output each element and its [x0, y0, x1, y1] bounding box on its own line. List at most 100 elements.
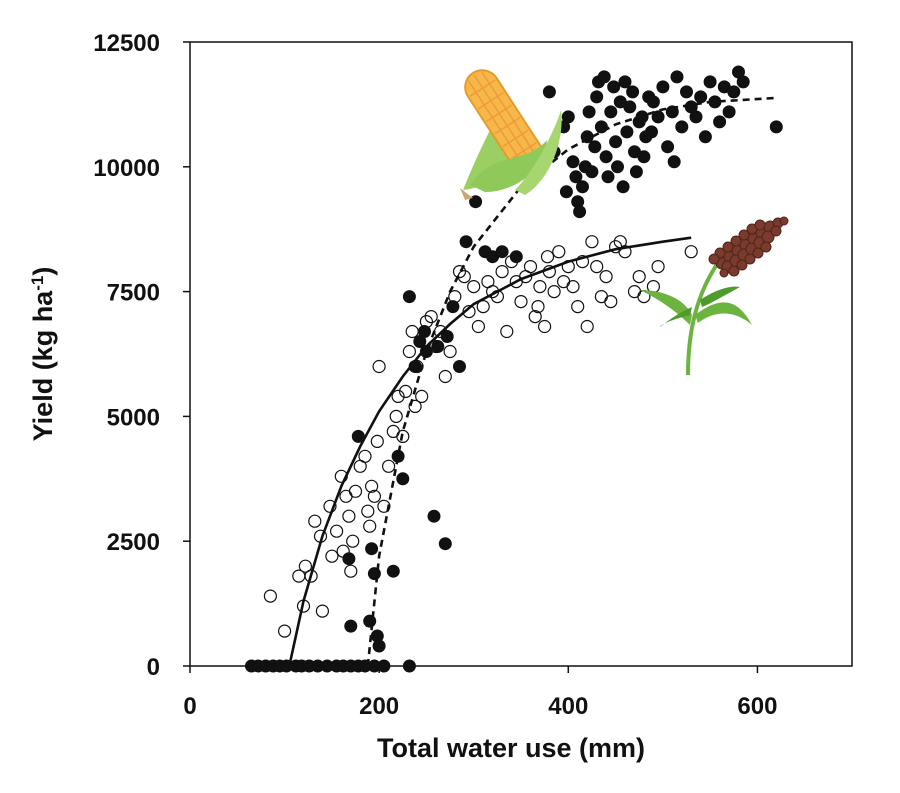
- sorghum-data-point: [389, 409, 403, 423]
- corn-data-point: [727, 85, 741, 99]
- sorghum-data-point: [304, 569, 318, 583]
- corn-data-point: [623, 100, 637, 114]
- sorghum-data-point: [651, 260, 665, 274]
- corn-data-point: [402, 290, 416, 304]
- corn-data-point: [694, 90, 708, 104]
- y-tick-label: 7500: [107, 280, 160, 307]
- x-tick-label: 0: [183, 693, 196, 720]
- corn-data-point: [736, 75, 750, 89]
- sorghum-data-point: [537, 319, 552, 334]
- sorghum-data-point: [540, 250, 555, 264]
- corn-data-point: [661, 140, 675, 154]
- sorghum-data-point: [467, 280, 481, 294]
- sorghum-data-point: [344, 564, 358, 578]
- corn-data-point: [637, 150, 651, 164]
- corn-data-point: [698, 130, 712, 144]
- sorghum-data-point: [334, 469, 348, 483]
- corn-data-point: [651, 110, 665, 124]
- corn-data-point: [616, 180, 630, 194]
- corn-data-point: [446, 300, 460, 314]
- sorghum-data-point: [308, 514, 322, 528]
- sorghum-data-point: [342, 509, 356, 523]
- corn-data-point: [365, 542, 379, 556]
- corn-data-point: [344, 619, 358, 633]
- x-axis-ticks: 0 200 400 600: [183, 666, 777, 720]
- corn-data-point: [573, 205, 587, 219]
- corn-data-point: [585, 165, 599, 179]
- sorghum-data-point: [684, 245, 698, 259]
- corn-icon: [460, 69, 562, 200]
- corn-data-point: [620, 125, 634, 139]
- x-tick-label: 600: [737, 693, 777, 720]
- sorghum-data-point: [566, 280, 580, 294]
- corn-data-point: [559, 185, 573, 199]
- sorghum-data-point: [313, 529, 328, 543]
- y-tick-label: 5000: [107, 404, 160, 431]
- y-axis-title-close: ): [28, 267, 58, 276]
- corn-data-point: [667, 155, 681, 169]
- sorghum-data-point: [608, 240, 623, 254]
- corn-data-point: [703, 75, 717, 89]
- sorghum-data-point: [542, 265, 557, 279]
- sorghum-data-point: [632, 270, 646, 284]
- sorghum-data-point: [363, 519, 377, 533]
- sorghum-data-point: [523, 260, 538, 274]
- sorghum-data-point: [424, 310, 438, 324]
- corn-data-point: [440, 330, 454, 343]
- sorghum-data-point: [325, 549, 339, 563]
- sorghum-data-point: [405, 324, 419, 339]
- sorghum-data-point: [580, 319, 594, 334]
- corn-data-point: [708, 95, 722, 109]
- sorghum-data-point: [402, 344, 416, 359]
- corn-data-point: [576, 180, 589, 194]
- sorghum-data-point: [604, 295, 618, 309]
- sorghum-data-point: [408, 399, 422, 413]
- sorghum-data-point: [382, 459, 396, 473]
- sorghum-data-point: [377, 499, 391, 513]
- sorghum-data-point: [486, 285, 500, 299]
- corn-data-point: [569, 170, 583, 184]
- sorghum-data-point: [323, 499, 337, 513]
- corn-data-point: [626, 85, 640, 99]
- sorghum-data-point: [399, 384, 413, 398]
- sorghum-data-point: [495, 265, 509, 279]
- corn-data-point: [582, 105, 596, 119]
- corn-data-point: [453, 360, 466, 373]
- sorghum-data-point: [365, 479, 379, 493]
- sorghum-data-point: [386, 424, 400, 438]
- corn-data-point: [656, 80, 670, 94]
- corn-data-point: [601, 170, 615, 184]
- corn-data-point: [561, 110, 575, 124]
- corn-data-point: [635, 110, 649, 124]
- sorghum-data-point: [462, 305, 476, 319]
- sorghum-data-point: [528, 310, 542, 324]
- sorghum-data-point: [438, 369, 452, 384]
- sorghum-data-point: [571, 300, 585, 314]
- corn-data-point: [599, 150, 613, 164]
- sorghum-data-point: [443, 344, 457, 359]
- corn-data-point: [542, 85, 556, 99]
- corn-data-point: [402, 659, 416, 673]
- corn-data-point: [419, 345, 433, 358]
- sorghum-data-point: [296, 599, 311, 613]
- corn-data-point: [438, 537, 452, 551]
- plot-frame: [189, 41, 853, 667]
- sorghum-data-point: [471, 319, 485, 334]
- y-tick-label: 0: [147, 654, 160, 681]
- sorghum-data-point: [315, 604, 329, 618]
- corn-data-point: [604, 105, 618, 119]
- corn-data-point: [408, 360, 422, 373]
- sorghum-data-point: [339, 489, 353, 503]
- sorghum-data-point: [278, 624, 292, 638]
- corn-fit-curve: [366, 96, 777, 667]
- corn-data-point: [418, 325, 431, 338]
- x-tick-label: 400: [548, 693, 588, 720]
- corn-data-point: [713, 115, 727, 129]
- sorghum-data-point: [547, 285, 561, 299]
- sorghum-data-point: [585, 235, 599, 249]
- corn-data-point: [427, 509, 441, 523]
- sorghum-data-point: [370, 434, 384, 448]
- sorghum-data-point: [531, 300, 545, 314]
- corn-data-point: [469, 195, 483, 209]
